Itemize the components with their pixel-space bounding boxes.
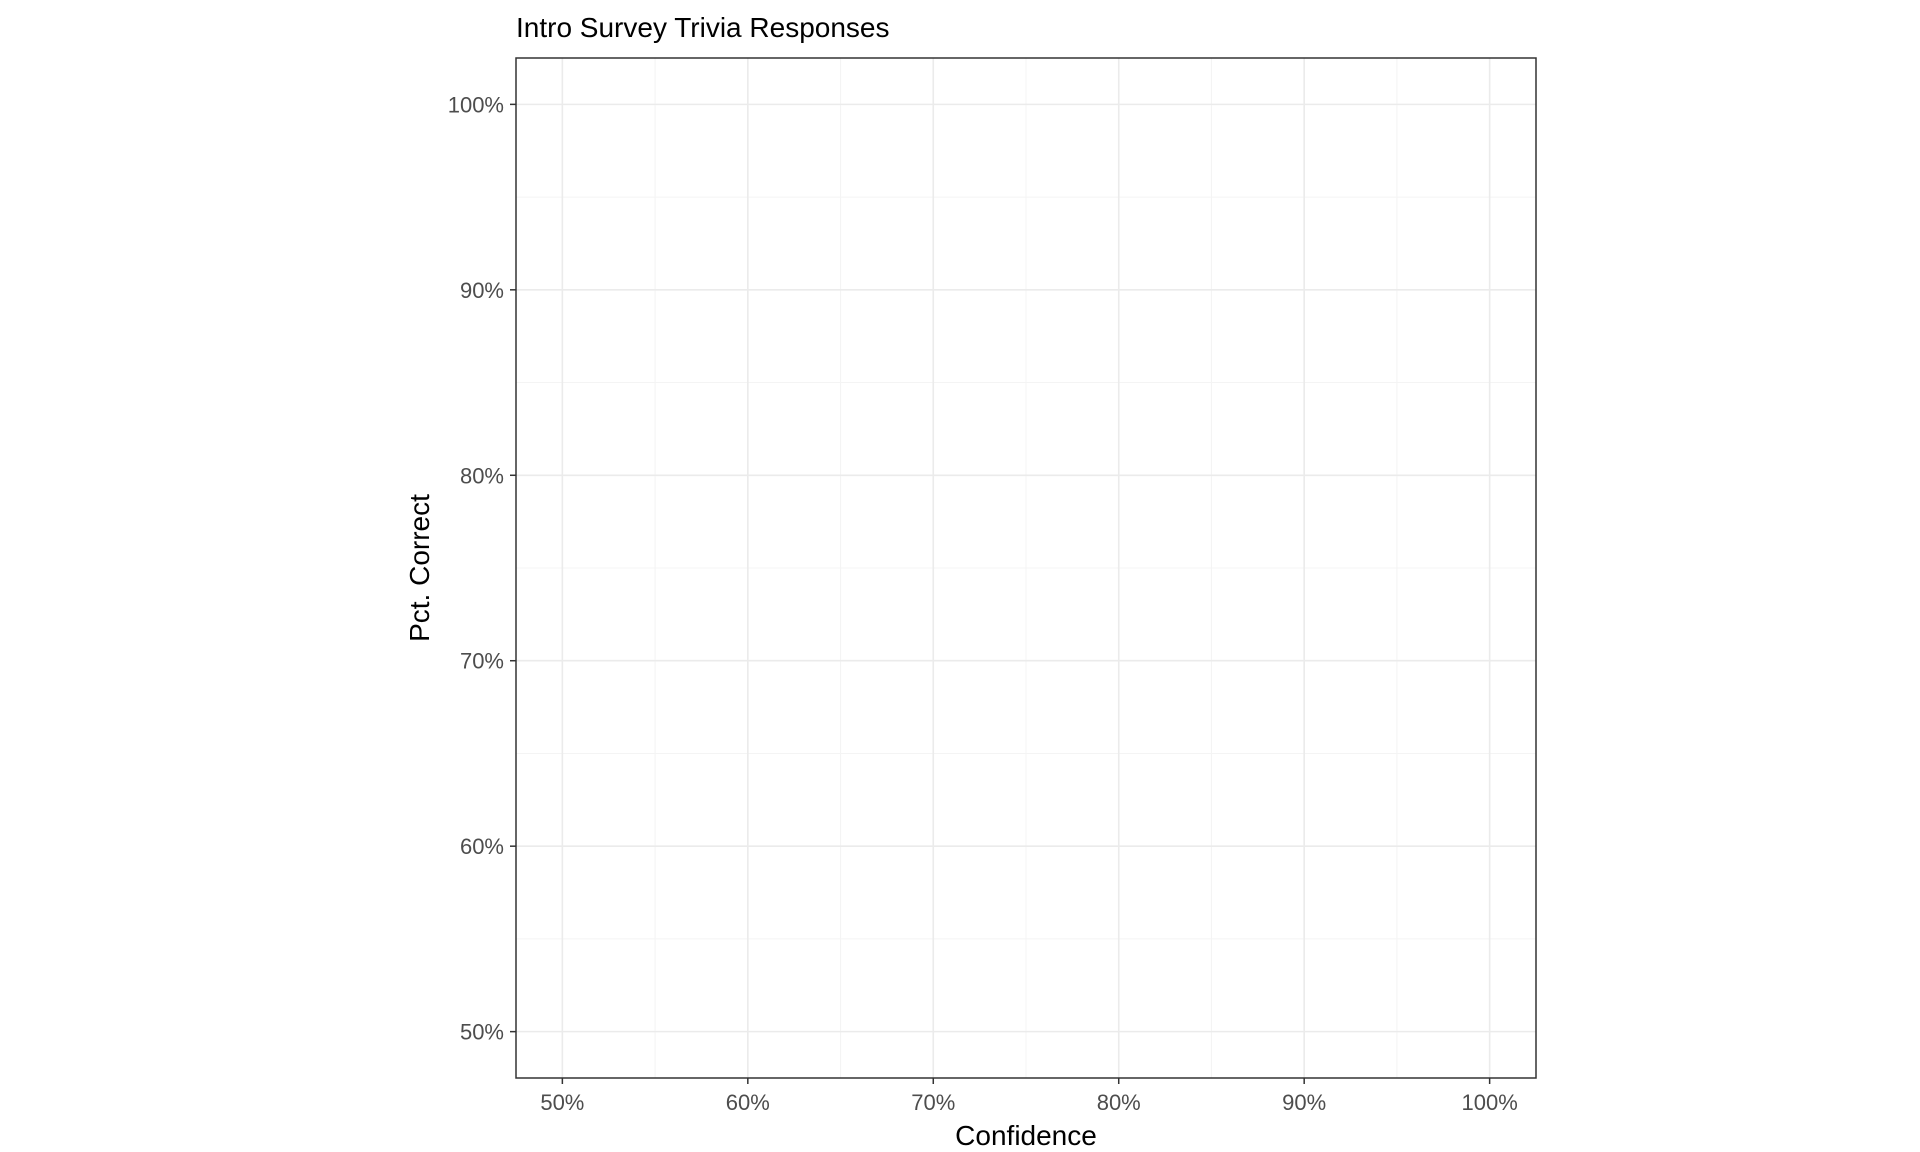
minor-grid [516,58,1536,1078]
x-tick-label: 100% [1461,1090,1517,1115]
y-tick-label: 50% [460,1020,504,1045]
y-axis-title: Pct. Correct [404,494,435,642]
major-grid [516,58,1536,1078]
y-tick-label: 70% [460,649,504,674]
y-tick-label: 100% [448,92,504,117]
x-tick-label: 60% [726,1090,770,1115]
x-tick-label: 90% [1282,1090,1326,1115]
y-axis-ticks: 50% 60% 70% 80% 90% 100% [448,92,516,1045]
y-tick-label: 60% [460,834,504,859]
x-tick-label: 80% [1097,1090,1141,1115]
x-tick-label: 70% [911,1090,955,1115]
x-axis-ticks: 50% 60% 70% 80% 90% 100% [540,1078,1518,1115]
chart-title: Intro Survey Trivia Responses [516,12,890,43]
plot-panel-border [515,57,1537,1079]
x-axis-title: Confidence [955,1120,1097,1151]
y-tick-label: 90% [460,278,504,303]
y-tick-label: 80% [460,463,504,488]
x-tick-label: 50% [540,1090,584,1115]
